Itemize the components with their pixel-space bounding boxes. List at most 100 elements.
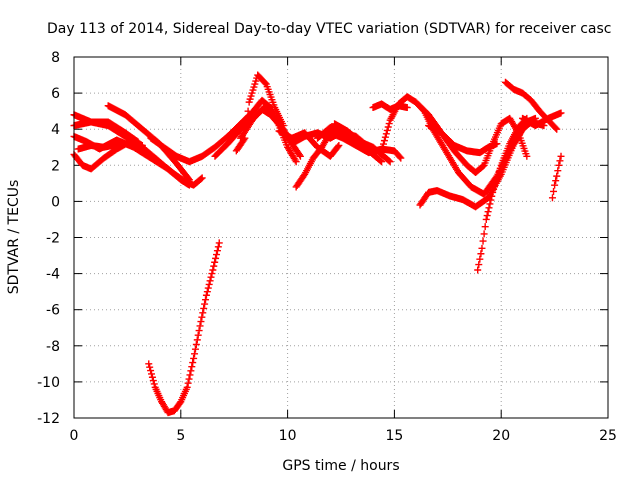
data-point [386,158,394,166]
data-point [555,161,563,169]
data-point [134,138,142,146]
data-point [381,133,389,141]
data-point [292,158,300,166]
data-point [198,174,206,182]
data-point [480,230,488,238]
data-point [479,237,487,245]
series-track-9 [232,71,287,155]
x-tick-label: 5 [176,428,185,444]
data-point [553,125,561,133]
series-track-5 [74,140,125,153]
data-point [556,157,564,165]
data-point [191,350,199,358]
series-track-23 [548,152,565,202]
data-point [557,109,565,117]
y-axis-label: SDTVAR / TECUs [6,180,22,295]
data-point [548,194,556,202]
y-tick-label: -10 [37,375,60,391]
data-point [199,309,207,317]
series-track-20 [474,114,531,274]
data-point [474,266,482,274]
x-tick-label: 25 [599,428,617,444]
data-point [148,373,156,381]
data-point [183,383,191,391]
y-tick-label: -6 [46,303,60,319]
data-point [212,254,220,262]
y-tick-label: -12 [37,411,60,427]
plot-area-border [73,56,609,419]
y-tick-label: 4 [51,122,60,138]
data-point [380,137,388,145]
y-tick-label: 8 [51,50,60,66]
data-point [197,175,205,183]
data-point [215,239,223,247]
series-track-21 [501,78,561,133]
data-point [485,204,493,212]
data-point [198,313,206,321]
data-point [184,174,192,182]
data-point [213,247,221,255]
data-point [149,377,157,385]
data-point [486,200,494,208]
data-point [291,156,299,164]
data-point [335,141,343,149]
data-point [148,370,156,378]
data-point [553,172,561,180]
data-point [193,336,201,344]
data-point [185,375,193,383]
data-point [295,151,303,159]
x-tick-label: 10 [279,428,297,444]
data-point [552,124,560,132]
data-point [200,304,208,312]
data-point [191,345,199,353]
data-point [203,288,211,296]
data-point [147,367,155,375]
data-point [378,147,386,155]
data-point [385,120,393,128]
data-point [379,140,387,148]
y-tick-label: -4 [46,267,60,283]
data-point [190,354,198,362]
data-point [396,153,404,161]
data-point [552,177,560,185]
data-point [209,266,217,274]
data-point [207,273,215,281]
data-point [377,157,385,165]
data-point [197,318,205,326]
data-point [145,360,153,368]
data-point [551,181,559,189]
data-point [186,371,194,379]
data-point [550,187,558,195]
data-point [477,250,485,258]
data-point [379,143,387,151]
series-track-24 [145,239,223,417]
data-point [478,244,486,252]
x-tick-label: 0 [70,428,79,444]
data-point [205,280,213,288]
data-point [382,130,390,138]
data-point [185,176,193,184]
data-point [202,296,210,304]
data-point [214,243,222,251]
axis-ticks: 0 5 10 15 20 25 -12 -10 -8 -6 -4 -2 0 2 4 6 8 [37,50,617,444]
data-point [483,212,491,220]
data-point [482,215,490,223]
data-point [210,262,218,270]
y-tick-label: 6 [51,86,60,102]
x-axis-label: GPS time / hours [282,458,399,474]
data-point [202,291,210,299]
data-point [397,154,405,162]
data-point [403,104,411,112]
x-tick-label: 15 [385,428,403,444]
data-point [194,331,202,339]
data-point [146,363,154,371]
series-track-12 [275,127,343,160]
y-tick-label: 2 [51,158,60,174]
data-point [206,277,214,285]
data-point [213,251,221,259]
data-point [195,327,203,335]
data-point [476,255,484,263]
y-tick-label: 0 [51,194,60,210]
